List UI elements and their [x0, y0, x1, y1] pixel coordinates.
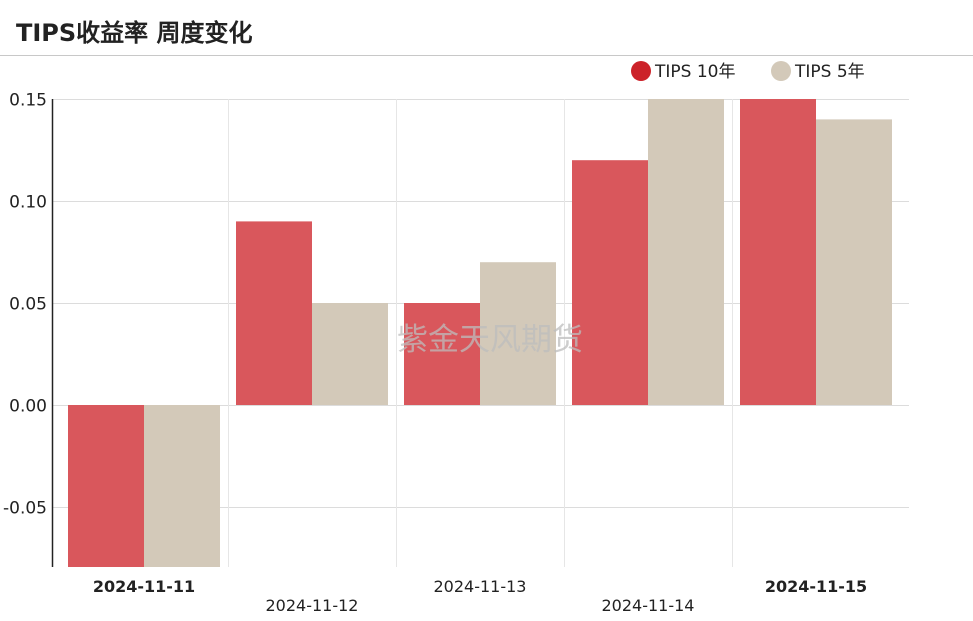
- bar-tips-10y-2024-11-15: [740, 99, 816, 405]
- x-tick-label: 2024-11-15: [765, 577, 867, 596]
- bar-tips-5y-2024-11-14: [648, 99, 724, 405]
- y-tick-label: 0.15: [9, 91, 47, 111]
- watermark: 紫金天风期货: [397, 322, 583, 358]
- bar-tips-5y-2024-11-12: [312, 303, 388, 405]
- x-tick-label: 2024-11-14: [602, 596, 695, 615]
- legend-swatch[interactable]: [771, 61, 791, 81]
- legend-swatch[interactable]: [631, 61, 651, 81]
- chart-title: TIPS收益率 周度变化: [16, 19, 253, 47]
- axis-layer: 0.15 0.10 0.05 0.00 -0.05 2024-11-11 2024-11-1…: [3, 91, 867, 616]
- bar-tips-10y-2024-11-14: [572, 160, 648, 405]
- y-tick-label: 0.10: [9, 193, 47, 213]
- legend[interactable]: TIPS 10年 TIPS 5年: [631, 61, 865, 82]
- x-tick-label: 2024-11-13: [434, 577, 527, 596]
- bar-tips-5y-2024-11-11: [144, 405, 220, 567]
- legend-label[interactable]: TIPS 10年: [654, 62, 735, 82]
- bar-layer: [68, 99, 892, 567]
- bar-tips-10y-2024-11-11: [68, 405, 144, 567]
- title-bar: TIPS收益率 周度变化: [0, 0, 973, 56]
- x-tick-label: 2024-11-12: [266, 596, 359, 615]
- bar-tips-5y-2024-11-13: [480, 262, 556, 405]
- bar-tips-5y-2024-11-15: [816, 119, 892, 406]
- y-tick-label: 0.05: [9, 295, 47, 315]
- bar-tips-10y-2024-11-13: [404, 303, 480, 405]
- y-tick-label: 0.00: [9, 397, 47, 417]
- x-tick-label: 2024-11-11: [93, 577, 195, 596]
- legend-label[interactable]: TIPS 5年: [794, 62, 865, 82]
- bar-tips-10y-2024-11-12: [236, 221, 312, 405]
- y-tick-label: -0.05: [3, 499, 47, 519]
